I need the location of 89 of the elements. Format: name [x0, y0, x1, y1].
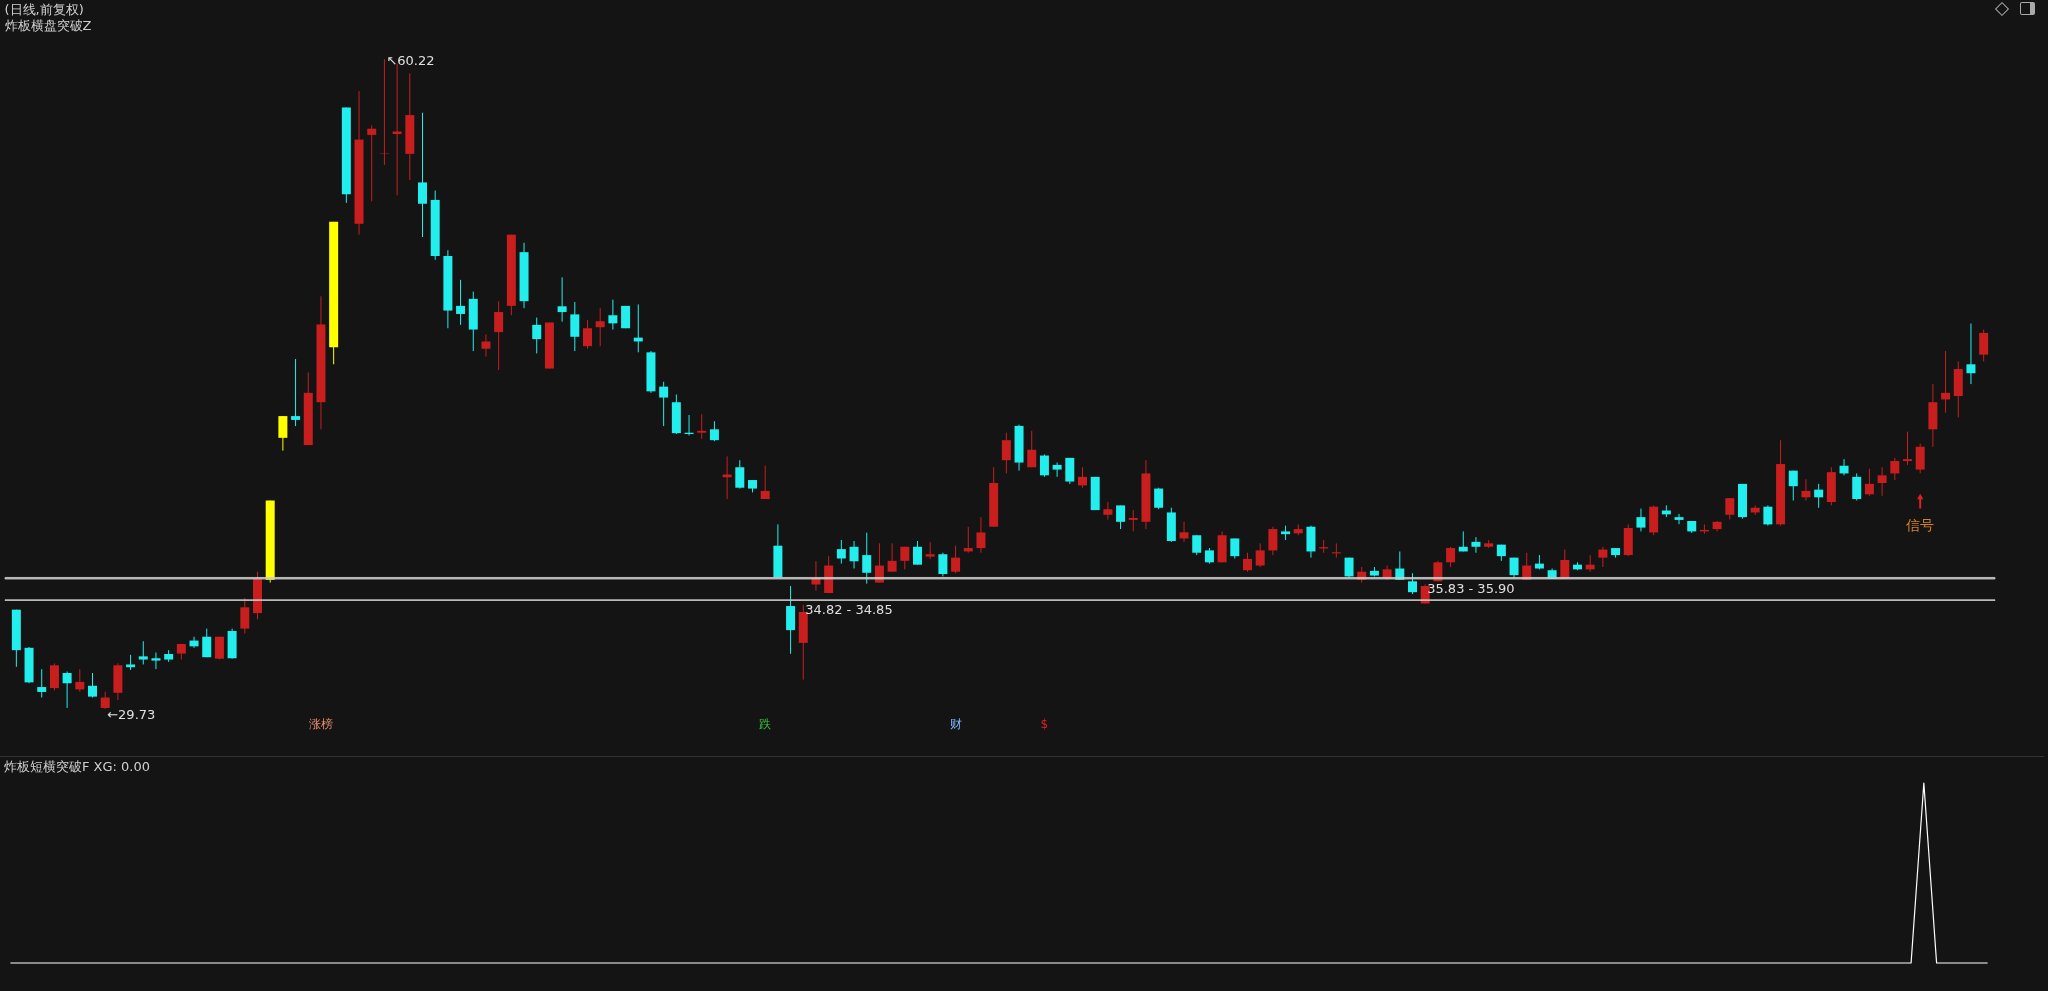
candlestick	[138, 640, 148, 665]
candlestick	[1864, 468, 1874, 497]
candlestick	[722, 455, 732, 500]
candlestick	[659, 381, 669, 427]
candlestick	[1255, 542, 1265, 568]
chart-subtitle: 炸板横盘突破Z	[4, 18, 92, 33]
candlestick	[1725, 497, 1735, 520]
candlestick	[595, 307, 605, 347]
candlestick	[1078, 466, 1087, 489]
candlestick	[88, 672, 97, 698]
text: 跌	[759, 717, 772, 731]
candlestick	[1128, 509, 1138, 532]
candlestick	[913, 540, 922, 566]
band-label: 35.83 - 35.90	[1427, 580, 1515, 596]
candlestick	[62, 670, 72, 709]
band-label: 34.82 - 34.85	[805, 602, 893, 618]
candlestick	[1674, 513, 1684, 525]
candlestick	[1230, 537, 1240, 559]
candlestick	[735, 459, 745, 490]
candlestick	[37, 668, 47, 698]
candlestick	[1890, 457, 1900, 481]
candlestick	[1979, 329, 1989, 363]
candlestick	[494, 300, 504, 371]
candlestick	[1243, 552, 1252, 573]
candlestick	[240, 597, 250, 635]
candlestick	[1446, 546, 1456, 568]
candlestick	[1065, 457, 1075, 485]
candlestick	[1192, 534, 1202, 556]
candlestick	[1027, 430, 1037, 468]
candlestick	[456, 279, 466, 326]
candlestick	[1814, 483, 1824, 509]
candlestick	[1039, 453, 1049, 478]
candlestick	[278, 415, 288, 452]
candlestick	[1331, 542, 1341, 559]
candlestick	[1154, 487, 1164, 510]
candlestick	[1179, 521, 1189, 543]
candlestick	[49, 662, 59, 691]
candlestick	[379, 58, 389, 166]
candlestick	[532, 317, 542, 354]
candlestick	[1636, 508, 1646, 532]
candlestick	[583, 319, 592, 350]
candlestick	[1763, 504, 1773, 527]
candlestick	[151, 652, 161, 670]
candlestick	[1560, 549, 1570, 580]
candlestick	[1801, 478, 1811, 502]
candlestick	[1408, 572, 1417, 595]
candlestick	[1052, 462, 1062, 478]
candlestick	[938, 552, 948, 577]
candlestick	[1788, 470, 1798, 502]
candlestick	[1103, 501, 1113, 520]
candlestick	[887, 542, 897, 573]
text: 涨榜	[308, 717, 333, 731]
candlestick	[392, 63, 402, 196]
annotation: 信号	[1906, 516, 1935, 533]
candlestick	[1903, 431, 1912, 466]
candlestick	[608, 299, 618, 331]
candlestick	[481, 333, 491, 358]
candlestick	[836, 539, 846, 565]
chart-title: 炸板短横突破F XG: 0.00	[4, 759, 151, 775]
candlestick	[849, 540, 859, 570]
candlestick	[570, 301, 580, 352]
candlestick	[75, 668, 85, 693]
candlestick	[1941, 350, 1951, 414]
annotation: ←29.73	[107, 707, 156, 722]
candlestick	[1471, 536, 1481, 554]
candlestick	[1839, 458, 1849, 476]
candlestick	[697, 413, 707, 440]
candlestick	[202, 628, 212, 658]
candlestick	[418, 112, 427, 238]
candlestick	[976, 516, 986, 554]
chart-title: (日线,前复权)	[4, 2, 84, 17]
text: 财	[949, 717, 962, 731]
candlestick	[1268, 526, 1278, 556]
candlestick	[557, 276, 567, 323]
candlestick	[709, 420, 719, 442]
candlestick	[1966, 323, 1976, 385]
candlestick	[760, 465, 770, 500]
candlestick	[1001, 432, 1011, 474]
annotation: ↖60.22	[386, 53, 435, 68]
candlestick	[862, 532, 872, 585]
candlestick	[1915, 443, 1925, 474]
candlestick	[367, 125, 377, 202]
candlestick	[951, 545, 961, 574]
text: $	[1040, 717, 1049, 731]
candlestick	[1877, 466, 1887, 497]
candlestick	[1598, 546, 1608, 568]
candlestick	[1852, 472, 1862, 502]
candlestick	[1116, 504, 1126, 530]
candlestick	[291, 358, 301, 427]
